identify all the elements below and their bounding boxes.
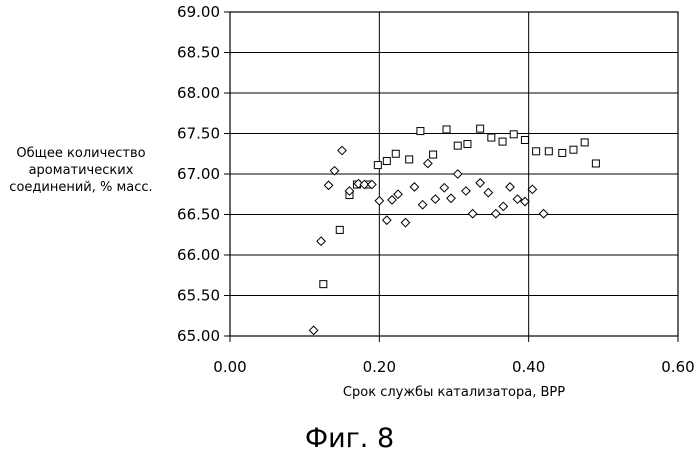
x-tick-label: 0.40	[512, 358, 545, 376]
data-point-diamond	[528, 185, 536, 193]
data-point-diamond	[462, 187, 470, 195]
data-point-square	[454, 142, 461, 149]
data-point-diamond	[401, 218, 409, 226]
series-diamonds	[309, 146, 547, 334]
data-point-diamond	[513, 195, 521, 203]
data-point-square	[392, 150, 399, 157]
grid-lines	[224, 12, 678, 342]
data-point-square	[581, 139, 588, 146]
data-point-diamond	[394, 190, 402, 198]
data-point-diamond	[418, 201, 426, 209]
data-point-diamond	[521, 197, 529, 205]
data-point-diamond	[309, 326, 317, 334]
data-point-square	[559, 149, 566, 156]
data-point-diamond	[424, 159, 432, 167]
y-tick-label: 66.50	[177, 206, 220, 224]
y-tick-label: 68.50	[177, 44, 220, 62]
data-point-diamond	[440, 184, 448, 192]
y-tick-label: 65.00	[177, 327, 220, 345]
data-point-square	[383, 158, 390, 165]
y-tick-label: 67.00	[177, 165, 220, 183]
data-point-diamond	[431, 195, 439, 203]
y-tick-label: 69.00	[177, 3, 220, 21]
data-point-diamond	[324, 181, 332, 189]
x-tick-label: 0.00	[213, 358, 246, 376]
y-tick-label: 68.00	[177, 84, 220, 102]
data-point-square	[336, 226, 343, 233]
y-axis-label: Общее количество ароматических соединени…	[0, 145, 162, 196]
data-point-square	[374, 162, 381, 169]
data-point-diamond	[468, 209, 476, 217]
data-point-diamond	[410, 183, 418, 191]
data-point-diamond	[499, 202, 507, 210]
data-point-diamond	[539, 209, 547, 217]
x-tick-labels: 0.00 0.20 0.40 0.60	[213, 358, 694, 376]
data-point-square	[592, 160, 599, 167]
data-point-square	[464, 141, 471, 148]
data-point-diamond	[447, 194, 455, 202]
data-point-square	[417, 128, 424, 135]
figure-caption: Фиг. 8	[0, 423, 699, 454]
y-tick-label: 65.50	[177, 287, 220, 305]
data-point-square	[430, 151, 437, 158]
data-point-diamond	[454, 170, 462, 178]
x-tick-label: 0.20	[363, 358, 396, 376]
y-tick-label: 66.00	[177, 246, 220, 264]
data-point-diamond	[484, 188, 492, 196]
data-point-square	[406, 156, 413, 163]
series-squares	[320, 125, 600, 288]
data-point-square	[320, 281, 327, 288]
data-point-square	[488, 134, 495, 141]
data-point-diamond	[506, 183, 514, 191]
data-point-square	[510, 131, 517, 138]
data-point-square	[499, 138, 506, 145]
data-point-diamond	[476, 179, 484, 187]
data-point-square	[570, 146, 577, 153]
data-point-square	[477, 125, 484, 132]
x-tick-label: 0.60	[661, 358, 694, 376]
data-point-diamond	[317, 237, 325, 245]
data-point-diamond	[388, 196, 396, 204]
data-point-diamond	[375, 197, 383, 205]
y-tick-label: 67.50	[177, 125, 220, 143]
data-point-diamond	[492, 209, 500, 217]
data-point-square	[521, 136, 528, 143]
data-point-square	[533, 148, 540, 155]
data-point-square	[545, 148, 552, 155]
data-point-diamond	[383, 216, 391, 224]
y-tick-labels: 65.00 65.50 66.00 66.50 67.00 67.50 68.00 68.50…	[177, 3, 220, 345]
data-point-diamond	[338, 146, 346, 154]
data-point-square	[443, 126, 450, 133]
x-axis-label: Срок службы катализатора, BPP	[230, 385, 678, 400]
